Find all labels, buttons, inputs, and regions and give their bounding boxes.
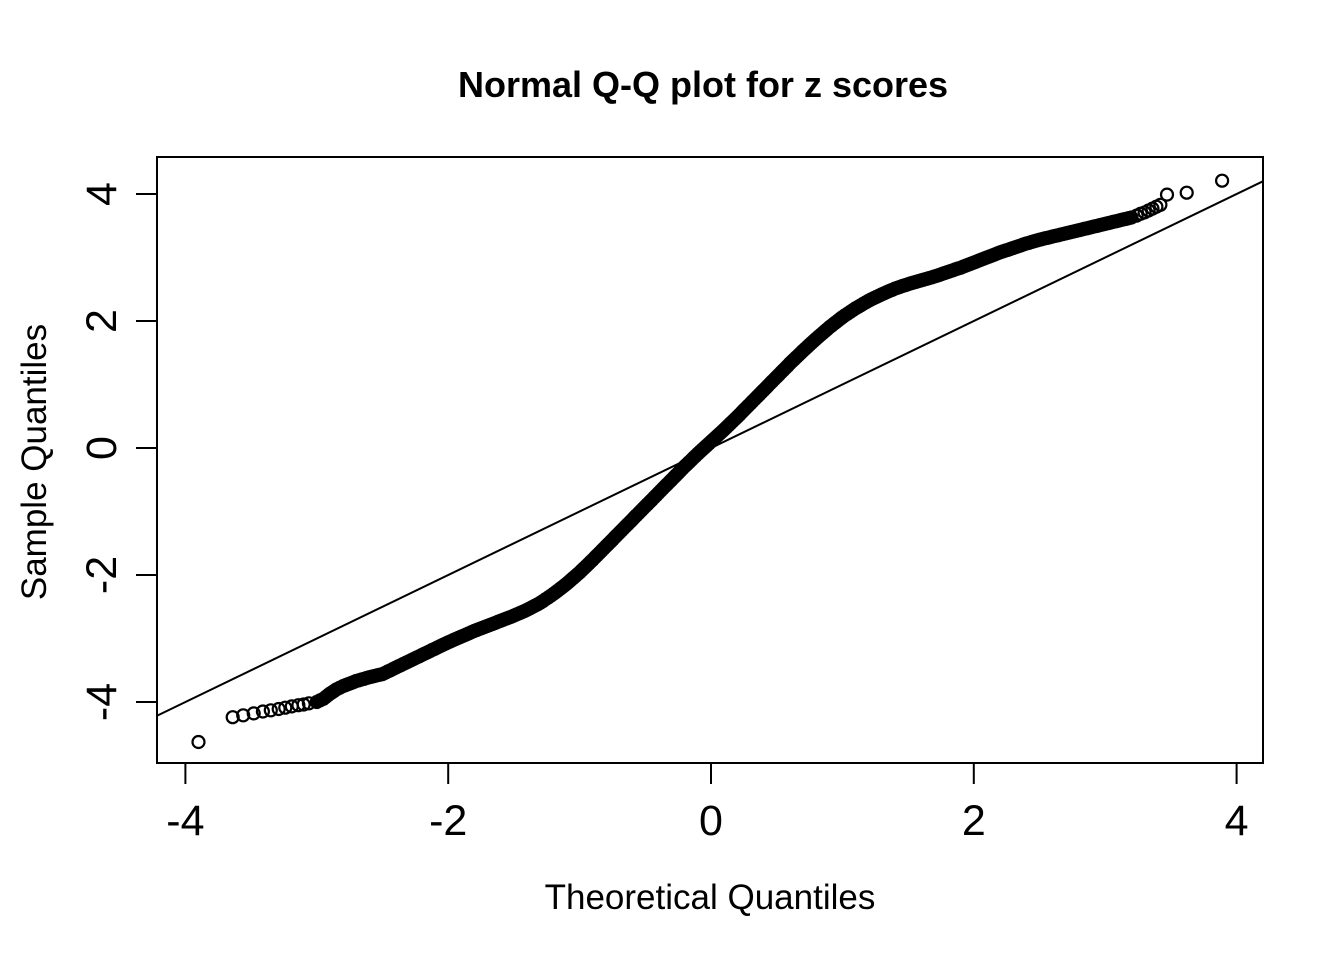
qq-point-lower-tail: [225, 710, 240, 725]
qq-point-upper-tail: [1153, 197, 1168, 212]
x-tick-label: 2: [962, 797, 986, 845]
qq-point-lower-tail: [291, 698, 306, 713]
x-axis-label: Theoretical Quantiles: [545, 878, 876, 917]
qq-point-lower-tail: [263, 703, 278, 718]
chart-title: Normal Q-Q plot for z scores: [458, 64, 948, 105]
qq-point-lower-tail: [255, 704, 270, 719]
x-tick-label: 4: [1225, 797, 1249, 845]
qq-points-dense-core: [311, 212, 1137, 708]
qq-point-upper-tail: [1179, 185, 1194, 200]
qq-point-upper-tail: [1214, 173, 1230, 188]
qq-point-lower-tail: [301, 696, 316, 711]
qq-point-lower-tail: [278, 700, 293, 715]
x-tick-label: -2: [429, 797, 467, 845]
qq-point-upper-tail: [1159, 187, 1175, 202]
y-tick-label: 2: [78, 309, 126, 333]
y-tick-label: -4: [78, 683, 126, 721]
qq-point-lower-tail: [191, 734, 206, 750]
x-tick-label: 0: [699, 797, 723, 845]
y-axis-label: Sample Quantiles: [15, 324, 54, 600]
qq-points-band: [309, 210, 1139, 710]
qq-point-lower-tail: [271, 701, 286, 717]
qq-point-lower-tail: [246, 706, 261, 721]
y-tick-label: 4: [78, 182, 126, 206]
plot-area: -4 -2 0 2 4 -4 -2 0 2 4: [78, 156, 1264, 845]
y-tick-label: 0: [78, 436, 126, 460]
plot-frame: [156, 156, 1264, 764]
x-tick-label: -4: [166, 797, 204, 845]
y-tick-label: -2: [78, 556, 126, 594]
qq-point-lower-tail: [236, 708, 251, 723]
qq-reference-line: [156, 180, 1264, 717]
